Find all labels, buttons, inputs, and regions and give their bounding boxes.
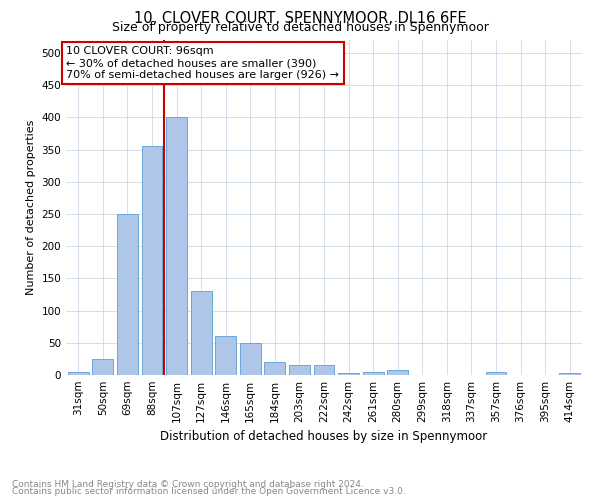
Bar: [485, 372, 506, 375]
Bar: [362, 372, 383, 375]
Text: Contains HM Land Registry data © Crown copyright and database right 2024.: Contains HM Land Registry data © Crown c…: [12, 480, 364, 489]
Text: Size of property relative to detached houses in Spennymoor: Size of property relative to detached ho…: [112, 21, 488, 34]
Bar: [387, 370, 408, 375]
Bar: [92, 359, 113, 375]
Bar: [338, 373, 359, 375]
Bar: [215, 336, 236, 375]
X-axis label: Distribution of detached houses by size in Spennymoor: Distribution of detached houses by size …: [160, 430, 488, 444]
Bar: [117, 214, 138, 375]
Bar: [314, 366, 334, 375]
Bar: [166, 118, 187, 375]
Text: Contains public sector information licensed under the Open Government Licence v3: Contains public sector information licen…: [12, 488, 406, 496]
Y-axis label: Number of detached properties: Number of detached properties: [26, 120, 36, 295]
Text: 10 CLOVER COURT: 96sqm
← 30% of detached houses are smaller (390)
70% of semi-de: 10 CLOVER COURT: 96sqm ← 30% of detached…: [67, 46, 340, 80]
Bar: [265, 362, 286, 375]
Bar: [240, 343, 261, 375]
Bar: [289, 366, 310, 375]
Text: 10, CLOVER COURT, SPENNYMOOR, DL16 6FE: 10, CLOVER COURT, SPENNYMOOR, DL16 6FE: [134, 11, 466, 26]
Bar: [68, 372, 89, 375]
Bar: [559, 373, 580, 375]
Bar: [142, 146, 163, 375]
Bar: [191, 291, 212, 375]
